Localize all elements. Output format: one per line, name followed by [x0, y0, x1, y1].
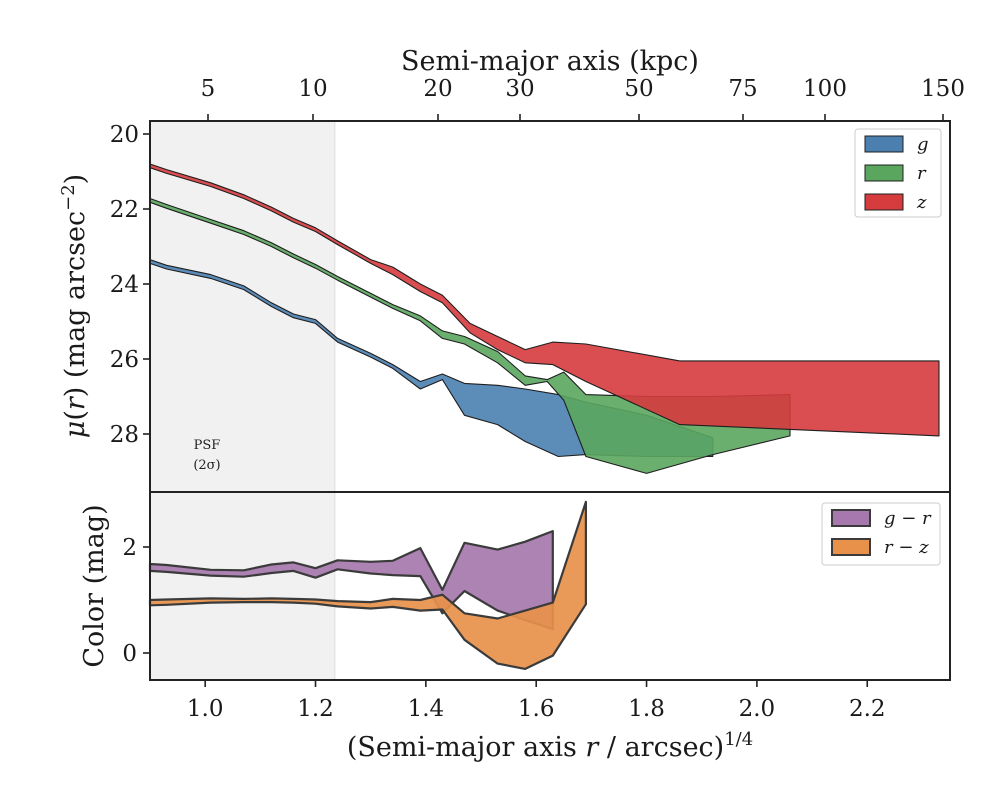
series-band-r-z: [148, 500, 587, 670]
ytick-label: 22: [110, 197, 139, 223]
top-xtick-label: 30: [505, 76, 534, 102]
psf-label-line1: PSF: [194, 438, 221, 453]
xtick-label: 2.0: [739, 696, 776, 722]
xtick-label: 1.0: [187, 696, 224, 722]
xtick-label: 1.4: [408, 696, 445, 722]
top-panel-series: [149, 163, 940, 474]
top-legend: grz: [854, 128, 942, 218]
xlabel-post: / arcsec): [598, 732, 724, 763]
ytick-label: 28: [110, 422, 139, 448]
bottom-legend: g − r r − z: [821, 502, 941, 566]
series-band-r: [149, 197, 791, 474]
ytick-label: 24: [110, 272, 139, 298]
ytick-label: 2: [122, 535, 137, 561]
legend-swatch-r: [864, 164, 904, 182]
legend-label-r: r: [917, 163, 927, 184]
xtick-label: 1.2: [297, 696, 334, 722]
legend-swatch-g-r: [831, 509, 871, 527]
bottom-panel-ticks: 0 2 1.0 1.2 1.4 1.6 1.8 2.0 2.2: [122, 535, 885, 722]
bottom-panel-ylabel: Color (mag): [79, 504, 110, 667]
xtick-label: 2.2: [849, 696, 886, 722]
xlabel-r: r: [585, 732, 600, 763]
legend-swatch-z: [864, 193, 904, 211]
top-xtick-label: 150: [921, 76, 965, 102]
ylabel-close: ): [60, 174, 91, 185]
psf-label-line2: (2σ): [193, 458, 220, 473]
top-xtick-label: 75: [728, 76, 757, 102]
ytick-label: 20: [110, 122, 139, 148]
top-xtick-label: 20: [423, 76, 452, 102]
xtick-label: 1.8: [628, 696, 665, 722]
ytick-label: 26: [110, 347, 139, 373]
legend-swatch-g: [864, 135, 904, 153]
series-band-z: [149, 163, 940, 437]
bottom-panel-frame: [149, 491, 951, 681]
top-xtick-label: 100: [803, 76, 847, 102]
legend-label-z: z: [916, 192, 927, 213]
top-panel-ticks: 20 22 24 26 28 5 10 20 30 50 75 100 150: [110, 76, 965, 448]
legend-swatch-r-z: [831, 538, 871, 556]
top-axis-title: Semi-major axis (kpc): [401, 46, 699, 77]
ytick-label: 0: [122, 641, 137, 667]
xlabel-exp: 1/4: [724, 729, 753, 750]
ylabel-r: r: [60, 395, 91, 410]
top-xtick-label: 5: [201, 76, 216, 102]
bottom-panel-series: [148, 500, 587, 670]
top-xtick-label: 50: [624, 76, 653, 102]
bottom-axis-xlabel: (Semi-major axis r / arcsec)1/4: [347, 729, 753, 763]
xlabel-pre: (Semi-major axis: [347, 732, 586, 763]
xtick-label: 1.6: [518, 696, 555, 722]
legend-label-r-z: r − z: [884, 537, 929, 558]
psf-region-bottom: [150, 492, 335, 680]
top-xtick-label: 10: [298, 76, 327, 102]
legend-label-g-r: g − r: [884, 508, 932, 529]
top-panel-ylabel: μ(r) (mag arcsec−2): [58, 174, 91, 438]
psf-region-top: [150, 121, 335, 492]
ylabel-exp: −2: [58, 184, 79, 211]
ylabel-mu: μ: [60, 421, 91, 439]
legend-label-g: g: [917, 134, 929, 155]
ylabel-rest: ) (mag arcsec: [60, 211, 91, 397]
